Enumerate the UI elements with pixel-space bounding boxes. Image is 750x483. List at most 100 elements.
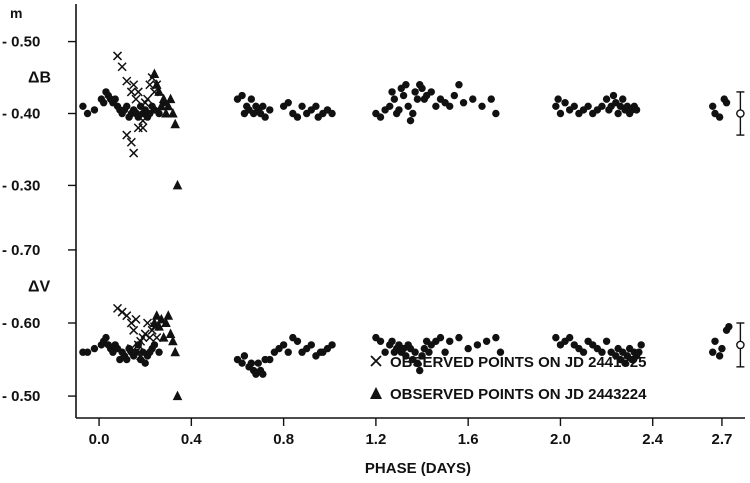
data-point-x [138, 123, 148, 133]
data-point-dot [79, 102, 87, 111]
data-point-dot [376, 113, 385, 121]
data-point-dot [469, 95, 477, 103]
panel-label: ΔB [28, 70, 51, 87]
data-point-dot [446, 337, 454, 345]
data-point-dot [238, 359, 246, 367]
data-point-dot [90, 106, 99, 114]
data-point-dot [390, 95, 399, 103]
data-point-dot [141, 359, 149, 367]
data-point-dot [247, 359, 256, 367]
data-point-triangle [163, 310, 174, 320]
data-point-dot [150, 341, 159, 349]
data-point-triangle [168, 335, 178, 346]
data-point-dot [455, 333, 463, 342]
data-point-dot [637, 341, 645, 349]
data-point-dot [284, 348, 292, 356]
legend-x-marker [370, 355, 382, 367]
data-point-dot [402, 81, 410, 89]
data-point-dot [614, 109, 622, 118]
data-point-dot [715, 352, 724, 360]
data-point-dot [487, 95, 495, 103]
data-point-triangle [158, 93, 169, 104]
data-point-x [145, 333, 155, 343]
data-point-dot [464, 344, 472, 353]
data-point-dot [293, 113, 302, 121]
data-point-dot [584, 102, 592, 111]
data-point-triangle [161, 108, 171, 118]
data-point-triangle [154, 86, 164, 96]
data-point-dot [261, 113, 269, 121]
data-point-dot [598, 348, 606, 356]
data-point-dot [632, 106, 641, 114]
data-point-dot [711, 337, 719, 345]
x-tick-label: 0.8 [273, 431, 294, 448]
data-point-dot [432, 102, 440, 111]
data-point-dot [579, 348, 588, 356]
data-point-dot [293, 337, 302, 345]
x-tick-label: 1.2 [365, 431, 386, 448]
data-point-triangle [170, 346, 180, 357]
data-point-dot [409, 109, 417, 118]
data-point-dot [709, 102, 717, 111]
data-point-dot [83, 348, 92, 356]
data-point-x [145, 80, 155, 90]
data-point-dot [418, 84, 426, 93]
data-point-x [133, 87, 143, 97]
data-point-x [122, 130, 132, 140]
data-point-dot [111, 95, 119, 103]
legend-triangle-marker [370, 387, 382, 399]
y-tick-label: - 0.40 [2, 106, 40, 123]
data-point-x [131, 94, 141, 104]
data-point-dot [602, 95, 611, 103]
data-point-dot [155, 348, 163, 356]
data-point-dot [715, 113, 724, 121]
data-point-triangle [156, 100, 167, 111]
data-point-x [129, 325, 139, 335]
data-point-x [142, 318, 153, 328]
data-point-dot [619, 95, 627, 103]
delta-v-panel: - 0.70 - 0.60 - 0.50 ΔV [2, 242, 745, 405]
data-point-dot [254, 359, 262, 367]
data-point-dot [240, 352, 249, 360]
data-point-dot [381, 348, 389, 356]
data-point-dot [404, 102, 412, 111]
data-point-x [138, 116, 148, 126]
data-point-dot [376, 337, 385, 345]
data-point-dot [722, 99, 731, 107]
data-point-dot [450, 91, 459, 100]
data-point-triangle [149, 317, 160, 327]
data-point-dot [425, 348, 433, 356]
y-tick-label: - 0.70 [2, 242, 40, 259]
data-point-x [112, 51, 123, 61]
data-point-dot [259, 102, 267, 111]
data-point-dot [496, 348, 505, 356]
data-point-dot [312, 102, 320, 111]
data-point-x [131, 314, 141, 324]
x-tick-label: 2.0 [550, 431, 571, 448]
data-point-dot [123, 102, 131, 111]
data-point-x [136, 108, 146, 119]
data-point-dot [602, 337, 611, 345]
data-point-dot [455, 81, 463, 89]
data-point-dot [473, 341, 482, 349]
data-point-dot [123, 355, 131, 364]
data-point-triangle [158, 332, 169, 342]
data-point-triangle [149, 68, 160, 78]
data-point-dot [411, 348, 419, 356]
data-point-x [117, 62, 127, 72]
magnitude-unit-label: m [10, 5, 22, 21]
data-point-dot [482, 337, 491, 345]
data-point-triangle [161, 317, 171, 327]
data-point-dot [609, 91, 618, 100]
x-tick-label: 0.4 [181, 431, 203, 448]
data-point-dot [552, 333, 560, 342]
data-point-triangle [156, 313, 167, 324]
data-point-dot [598, 102, 606, 111]
delta-b-panel: - 0.50 - 0.40 - 0.30 ΔB [2, 34, 745, 194]
data-point-dot [725, 322, 733, 331]
data-point-dot [388, 88, 396, 96]
data-point-x [122, 76, 132, 86]
data-point-dot [416, 366, 424, 375]
data-point-triangle [165, 328, 176, 338]
data-point-dot [552, 102, 560, 111]
